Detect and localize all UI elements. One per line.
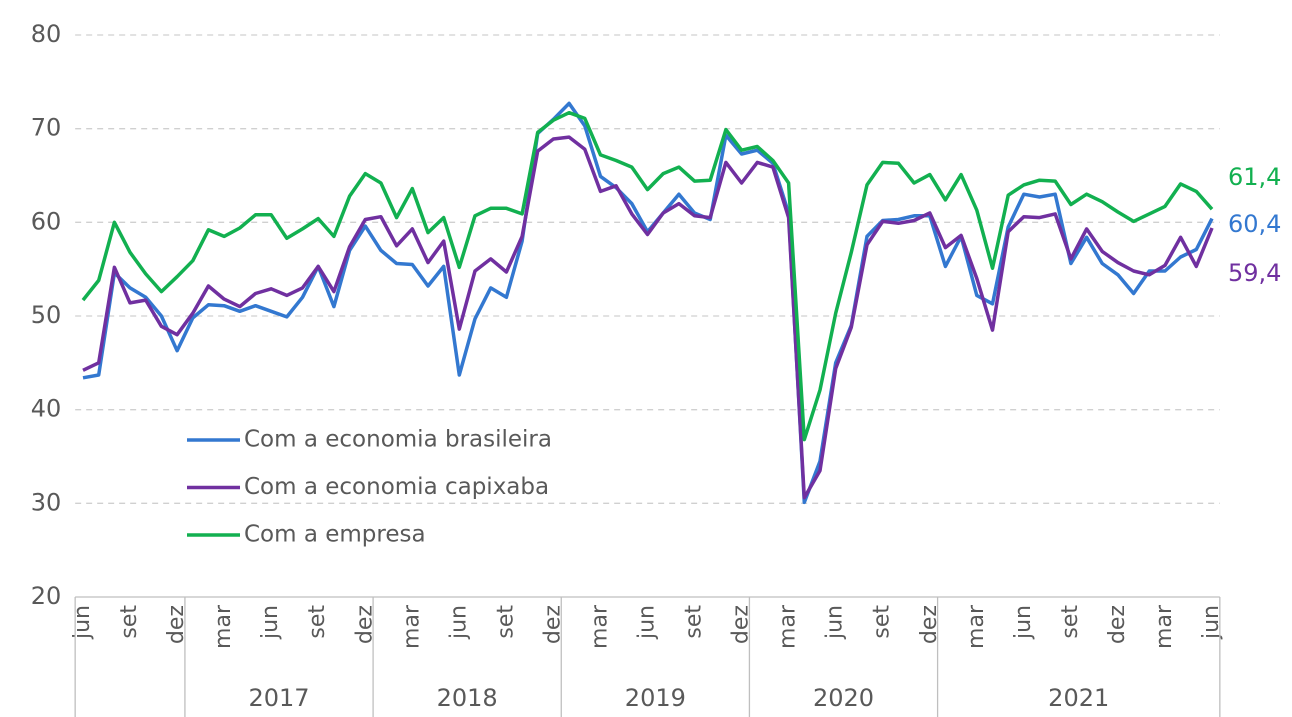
x-tick-label: mar (1152, 604, 1177, 649)
x-tick-label: set (305, 605, 330, 639)
y-tick-label: 80 (31, 20, 62, 48)
y-tick-label: 30 (31, 488, 62, 516)
y-tick-label: 50 (31, 301, 62, 329)
year-label: 2018 (437, 684, 498, 712)
x-tick-label: mar (587, 604, 612, 649)
x-tick-label: set (682, 605, 707, 639)
legend-label: Com a empresa (244, 522, 426, 548)
x-tick-label: jun (635, 605, 660, 640)
x-tick-label: set (870, 605, 895, 639)
end-label: 59,4 (1228, 259, 1281, 287)
legend-label: Com a economia brasileira (244, 427, 552, 453)
x-tick-label: mar (399, 604, 424, 649)
x-tick-label: dez (1105, 605, 1130, 644)
y-tick-label: 70 (31, 114, 62, 142)
x-tick-label: jun (258, 605, 283, 640)
year-label: 2019 (625, 684, 686, 712)
x-tick-label: jun (1011, 605, 1036, 640)
x-tick-label: mar (776, 604, 801, 649)
x-tick-label: mar (964, 604, 989, 649)
year-label: 2020 (813, 684, 874, 712)
x-tick-label: set (1058, 605, 1083, 639)
y-tick-label: 40 (31, 395, 62, 423)
series-line (82, 135, 1214, 500)
x-tick-label: set (117, 605, 142, 639)
year-label: 2017 (248, 684, 309, 712)
y-tick-label: 20 (31, 582, 62, 610)
year-label: 2021 (1048, 684, 1109, 712)
legend-label: Com a economia capixaba (244, 474, 549, 500)
x-tick-label: jun (823, 605, 848, 640)
x-tick-label: jun (70, 605, 95, 640)
y-tick-label: 60 (31, 207, 62, 235)
end-label: 61,4 (1228, 163, 1281, 191)
end-label: 60,4 (1228, 210, 1281, 238)
series-line (81, 110, 1214, 442)
x-tick-label: mar (211, 604, 236, 649)
x-tick-label: set (493, 605, 518, 639)
x-tick-label: jun (446, 605, 471, 640)
